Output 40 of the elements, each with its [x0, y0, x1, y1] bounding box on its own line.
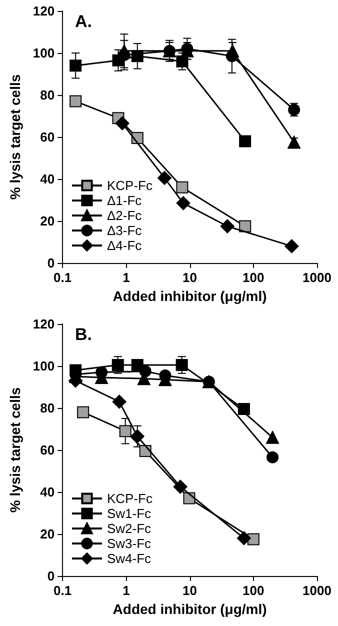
x-tick-label: 1	[122, 270, 130, 285]
legend-label: Δ1-Fc	[107, 193, 142, 208]
x-tick-label: 10	[182, 583, 198, 598]
y-tick-label: 120	[32, 4, 55, 18]
y-tick-label: 60	[40, 442, 55, 458]
legend-label: Sw2-Fc	[107, 521, 152, 536]
legend-label: KCP-Fc	[107, 491, 153, 506]
x-tick-label: 10	[182, 270, 198, 285]
x-tick-label: 100	[242, 583, 264, 598]
legend-label: Δ2-Fc	[107, 208, 142, 223]
x-tick-label: 1000	[302, 270, 332, 285]
x-axis-title: Added inhibitor (μg/ml)	[112, 288, 267, 304]
legend-label: Δ3-Fc	[107, 223, 142, 238]
legend-label: KCP-Fc	[107, 178, 153, 193]
x-tick-label: 0.1	[54, 583, 72, 598]
x-tick-label: 1000	[302, 583, 332, 598]
y-tick-label: 0	[47, 256, 55, 270]
y-tick-label: 60	[40, 130, 55, 144]
y-axis-title: % lysis target cells	[7, 74, 23, 200]
y-tick-label: 100	[32, 358, 55, 374]
y-tick-label: 20	[40, 214, 55, 228]
chart-title: B.	[75, 325, 92, 344]
y-tick-label: 120	[32, 316, 55, 332]
chart-title: A.	[75, 12, 92, 31]
legend-label: Sw1-Fc	[107, 506, 152, 521]
y-tick-label: 40	[40, 172, 55, 186]
y-tick-label: 100	[32, 46, 55, 60]
legend-label: Sw4-Fc	[107, 551, 152, 566]
legend-label: Δ4-Fc	[107, 238, 142, 253]
y-axis-title: % lysis target cells	[7, 387, 23, 513]
y-tick-label: 40	[40, 484, 55, 500]
y-tick-label: 0	[47, 568, 55, 584]
x-tick-label: 0.1	[54, 270, 72, 285]
x-axis-title: Added inhibitor (μg/ml)	[112, 601, 267, 617]
y-tick-label: 20	[40, 526, 55, 542]
legend-label: Sw3-Fc	[107, 536, 152, 551]
x-tick-label: 1	[122, 583, 130, 598]
y-tick-label: 80	[40, 88, 55, 102]
y-tick-label: 80	[40, 400, 55, 416]
x-tick-label: 100	[242, 270, 264, 285]
